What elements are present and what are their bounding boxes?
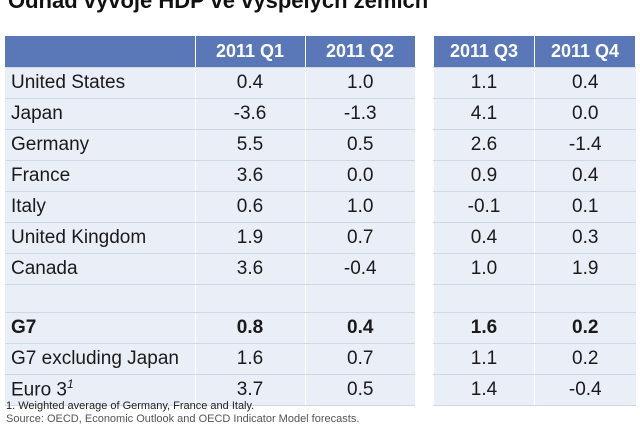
value-q4: -1.4: [534, 129, 636, 161]
page-title: Odhad vývoje HDP ve vyspělých zemích: [8, 0, 429, 13]
value-q4: 0.0: [534, 98, 636, 130]
value-q1: 3.6: [194, 253, 305, 285]
value-q1: 0.8: [194, 312, 305, 344]
country-name-text: Euro 3: [11, 379, 67, 401]
value-q1: 3.7: [194, 374, 305, 406]
country-name: United Kingdom: [5, 222, 195, 254]
value-q2: 0.5: [304, 374, 415, 406]
gdp-table-right: 2011 Q3 2011 Q4 1.1 0.4 4.1 0.0 2.6 -1.4 0.9 0.…: [433, 36, 636, 406]
source-note: Source: OECD, Economic Outlook and OECD …: [6, 413, 360, 425]
table-row: Italy 0.6 1.0: [5, 191, 415, 223]
value-q4: 0.2: [534, 343, 636, 375]
footnote-marker: 1: [66, 377, 74, 392]
table-row: Euro 31 3.7 0.5: [5, 374, 415, 406]
value-q1: 5.5: [194, 129, 305, 161]
spacer-row: [433, 284, 636, 313]
spacer-row: [5, 284, 415, 313]
table-row: 1.6 0.2: [433, 312, 636, 344]
country-name: France: [5, 160, 195, 192]
table-row: Japan -3.6 -1.3: [5, 98, 415, 130]
value-q3: -0.1: [433, 191, 535, 223]
table-row: United Kingdom 1.9 0.7: [5, 222, 415, 254]
spacer-cell: [534, 284, 636, 313]
value-q3: 1.1: [433, 67, 535, 99]
value-q4: -0.4: [534, 374, 636, 406]
value-q3: 1.6: [433, 312, 535, 344]
value-q2: 0.7: [304, 222, 415, 254]
header-q2: 2011 Q2: [304, 36, 416, 68]
value-q2: 0.4: [304, 312, 415, 344]
value-q2: 0.0: [304, 160, 415, 192]
spacer-cell: [304, 284, 415, 313]
value-q4: 0.3: [534, 222, 636, 254]
value-q4: 0.1: [534, 191, 636, 223]
spacer-cell: [194, 284, 305, 313]
value-q2: 1.0: [304, 67, 415, 99]
header-q3: 2011 Q3: [433, 36, 535, 68]
header-row: 2011 Q3 2011 Q4: [433, 36, 636, 68]
header-q1: 2011 Q1: [194, 36, 306, 68]
table-row: 4.1 0.0: [433, 98, 636, 130]
table-row: 0.9 0.4: [433, 160, 636, 192]
value-q1: 3.6: [194, 160, 305, 192]
value-q1: 0.6: [194, 191, 305, 223]
value-q3: 1.0: [433, 253, 535, 285]
table-row: G7 excluding Japan 1.6 0.7: [5, 343, 415, 375]
table-row: 1.1 0.4: [433, 67, 636, 99]
footnote: 1. Weighted average of Germany, France a…: [6, 400, 255, 412]
table-row: Canada 3.6 -0.4: [5, 253, 415, 285]
value-q3: 4.1: [433, 98, 535, 130]
header-row: 2011 Q1 2011 Q2: [5, 36, 416, 68]
value-q1: 1.6: [194, 343, 305, 375]
value-q3: 0.9: [433, 160, 535, 192]
table-row: Germany 5.5 0.5: [5, 129, 415, 161]
table-row: 1.4 -0.4: [433, 374, 636, 406]
value-q4: 0.2: [534, 312, 636, 344]
country-name: Euro 31: [5, 374, 195, 406]
country-name: G7: [5, 312, 195, 344]
spacer-cell: [5, 284, 195, 313]
value-q4: 0.4: [534, 160, 636, 192]
country-name: Canada: [5, 253, 195, 285]
value-q1: -3.6: [194, 98, 305, 130]
value-q4: 1.9: [534, 253, 636, 285]
value-q2: -1.3: [304, 98, 415, 130]
country-name: Germany: [5, 129, 195, 161]
gdp-table-left: 2011 Q1 2011 Q2 United States 0.4 1.0 Japan…: [5, 36, 416, 406]
value-q2: -0.4: [304, 253, 415, 285]
table-row: 1.0 1.9: [433, 253, 636, 285]
value-q3: 1.1: [433, 343, 535, 375]
table-row: -0.1 0.1: [433, 191, 636, 223]
country-name: Japan: [5, 98, 195, 130]
spacer-cell: [433, 284, 535, 313]
value-q2: 1.0: [304, 191, 415, 223]
value-q3: 2.6: [433, 129, 535, 161]
value-q1: 1.9: [194, 222, 305, 254]
table-row: 0.4 0.3: [433, 222, 636, 254]
value-q2: 0.7: [304, 343, 415, 375]
header-country: [5, 36, 196, 68]
table-row: G7 0.8 0.4: [5, 312, 415, 344]
table-row: 2.6 -1.4: [433, 129, 636, 161]
value-q3: 1.4: [433, 374, 535, 406]
table-row: France 3.6 0.0: [5, 160, 415, 192]
header-q4: 2011 Q4: [534, 36, 636, 68]
value-q4: 0.4: [534, 67, 636, 99]
table-row: United States 0.4 1.0: [5, 67, 415, 99]
value-q3: 0.4: [433, 222, 535, 254]
country-name: Italy: [5, 191, 195, 223]
value-q1: 0.4: [194, 67, 305, 99]
country-name: United States: [5, 67, 195, 99]
country-name: G7 excluding Japan: [5, 343, 195, 375]
value-q2: 0.5: [304, 129, 415, 161]
table-row: 1.1 0.2: [433, 343, 636, 375]
